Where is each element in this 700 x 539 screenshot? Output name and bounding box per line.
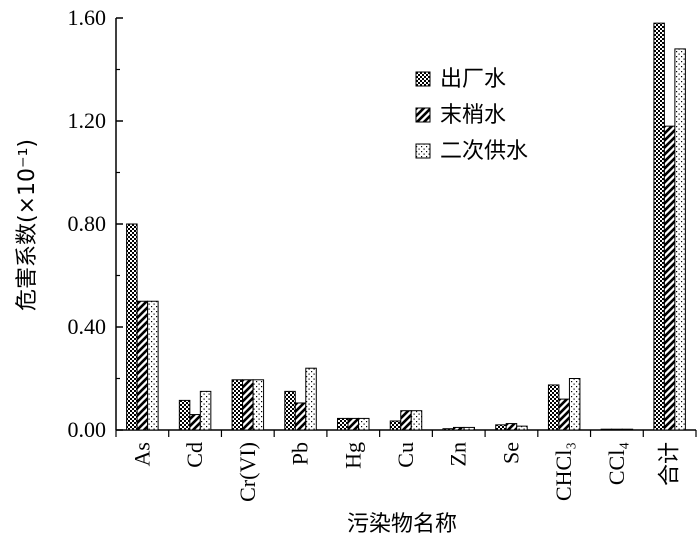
bar-3-2 [305,367,317,431]
category-label: Se [498,442,523,464]
bar-8-2 [568,378,581,431]
bar-10-0 [653,22,665,431]
bar-4-1 [347,417,360,431]
bar-7-1 [505,423,518,431]
bar-4-2 [358,417,370,431]
bar-0-1 [136,300,149,431]
bar-1-2 [199,390,212,431]
category-label: Cr(VI) [235,442,260,502]
y-tick-label: 0.40 [68,314,107,339]
bar-6-1 [452,426,465,431]
category-label: Cu [393,442,418,468]
bar-4-0 [337,417,349,431]
legend-label: 二次供水 [440,139,528,164]
bar-5-1 [400,410,412,431]
category-label: Zn [446,442,471,466]
bar-5-2 [410,410,423,431]
legend-swatch [415,71,431,87]
category-label: Pb [288,442,313,465]
bars [126,22,686,431]
bar-0-2 [147,300,159,431]
bar-7-0 [495,424,507,431]
axes [115,17,697,437]
y-tick-label: 1.20 [68,108,107,133]
legend-label: 出厂水 [440,67,506,92]
category-label: 合计 [657,442,682,486]
bar-0-0 [126,223,138,431]
bar-9-0 [600,428,613,431]
bar-7-2 [516,425,528,431]
bar-9-1 [611,428,623,431]
bar-1-0 [178,399,191,431]
bar-2-2 [252,379,265,431]
bar-10-1 [663,125,676,431]
category-label: CCl₄ [604,442,629,485]
bar-3-1 [294,402,307,431]
bar-6-0 [442,428,454,431]
bar-8-1 [558,398,570,431]
y-tick-labels: 0.00 0.40 0.80 1.20 1.60 [68,5,107,442]
bar-1-1 [189,414,201,431]
bar-5-0 [389,420,402,431]
bar-9-2 [621,428,634,431]
y-tick-label: 1.60 [68,5,107,30]
legend-swatch [415,143,431,159]
x-axis-label: 污染物名称 [347,512,457,537]
y-tick-label: 0.00 [68,417,107,442]
legend-label: 末梢水 [440,103,506,128]
category-label: As [129,442,154,466]
y-tick-label: 0.80 [68,211,107,236]
bar-2-0 [231,379,244,431]
bar-6-2 [463,426,475,431]
legend-swatch [415,107,431,123]
bar-2-1 [242,379,254,431]
category-label: CHCl₃ [551,442,576,501]
bar-10-2 [674,48,686,431]
category-label: Hg [340,442,365,469]
category-label: Cd [182,442,207,468]
bar-3-0 [284,390,296,431]
category-labels: As Cd Cr(VI) Pb Hg Cu Zn Se CHCl₃ CCl₄ 合计 [129,442,681,502]
bar-8-0 [547,384,560,431]
y-axis-label: 危害系数(×10⁻¹) [15,139,40,311]
